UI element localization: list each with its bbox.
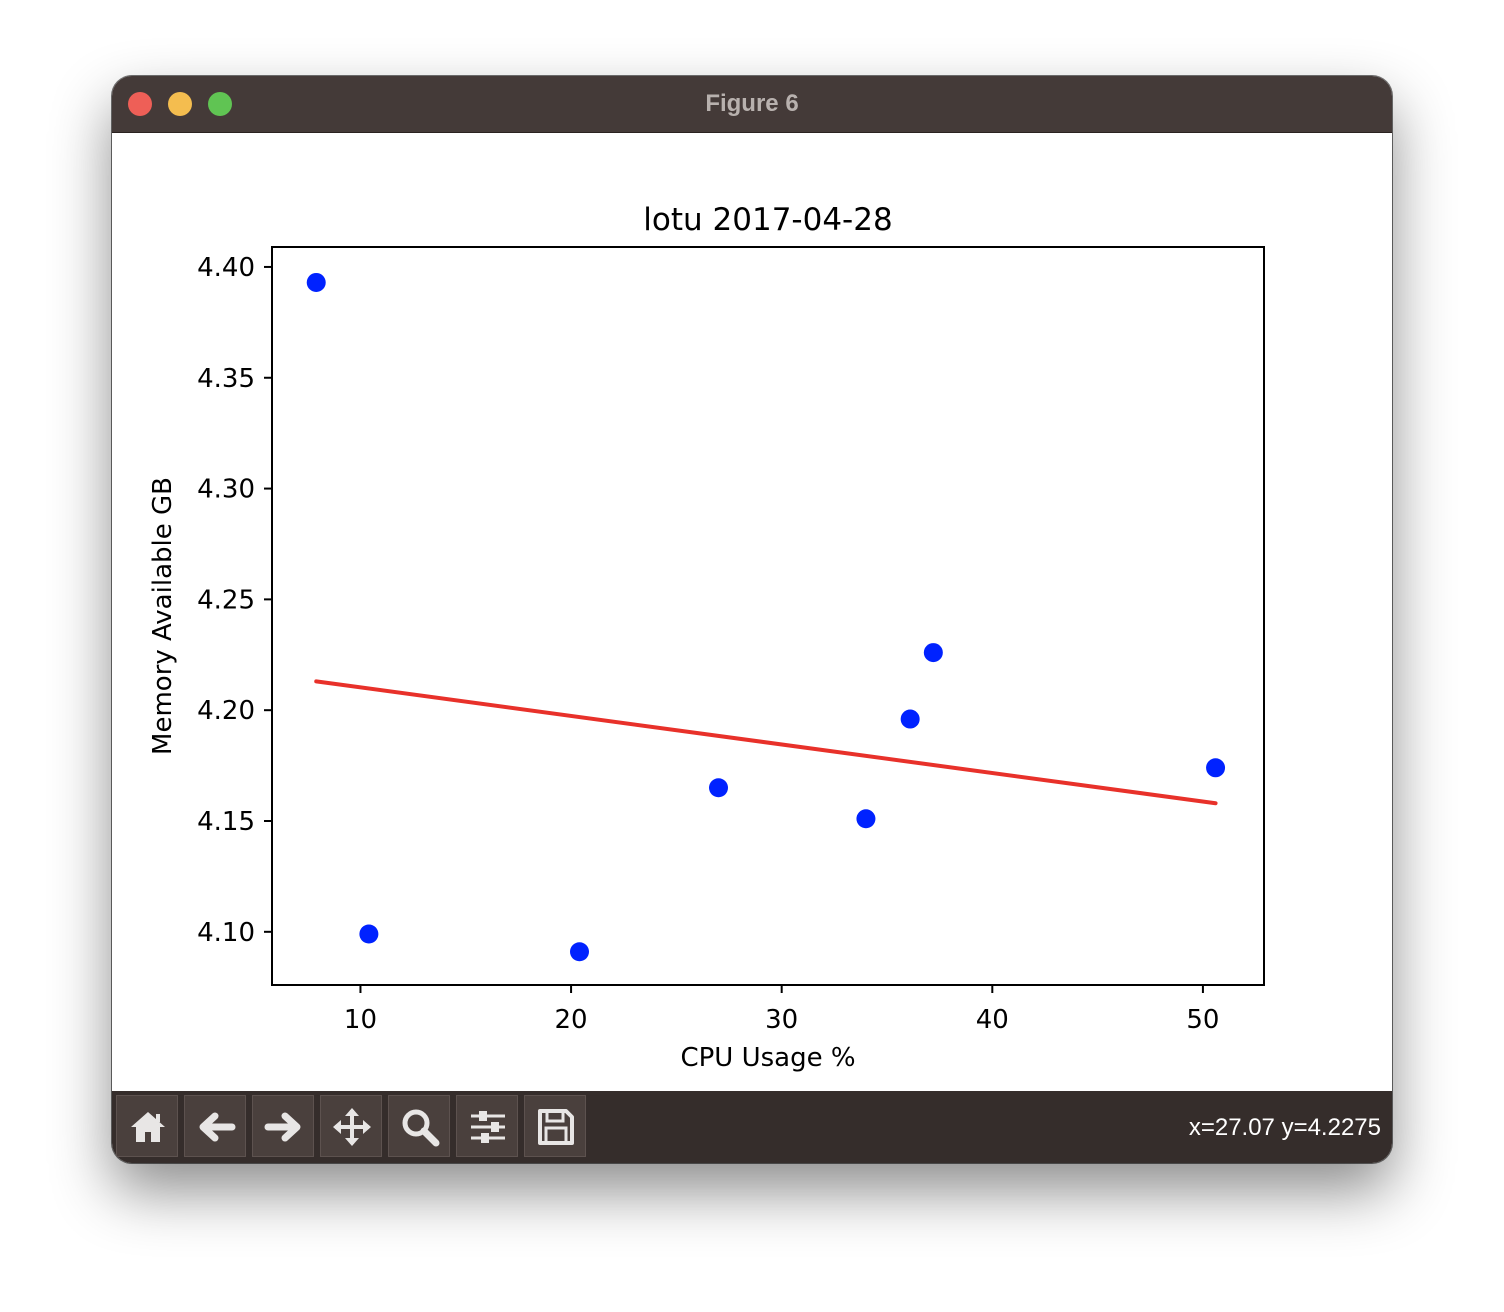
- y-tick-label: 4.25: [197, 585, 255, 615]
- scatter-chart: 10 20 30 40 50 4.10 4.15 4.20 4.25 4.30 4.35 4.40 l…: [148, 202, 1265, 1073]
- x-tick-label: 20: [555, 1005, 588, 1035]
- data-point: [1206, 758, 1226, 778]
- window-title: Figure 6: [705, 90, 799, 117]
- x-tick-label: 10: [344, 1005, 377, 1035]
- data-point: [923, 643, 943, 663]
- x-tick-label: 30: [765, 1005, 798, 1035]
- data-point: [569, 942, 589, 962]
- data-point: [900, 709, 920, 729]
- back-button[interactable]: [184, 1095, 246, 1157]
- y-tick-label: 4.15: [197, 807, 255, 837]
- y-tick-label: 4.30: [197, 475, 255, 505]
- forward-button[interactable]: [252, 1095, 314, 1157]
- regression-line: [314, 679, 1218, 806]
- figure-window: Figure 6 10 20 30 40 50 4.10 4.15 4.20 4.25 4.30 4…: [112, 76, 1392, 1163]
- x-axis-label: CPU Usage %: [680, 1043, 855, 1073]
- cursor-coordinates: x=27.07 y=4.2275: [1188, 1114, 1381, 1141]
- arrow-right-icon: [264, 1112, 301, 1142]
- title-bar[interactable]: Figure 6: [112, 76, 1392, 133]
- close-window-button[interactable]: [128, 92, 152, 116]
- arrow-left-icon: [199, 1112, 236, 1142]
- y-axis-label: Memory Available GB: [148, 477, 178, 755]
- data-point: [856, 809, 876, 829]
- minimize-window-button[interactable]: [168, 92, 192, 116]
- y-tick-label: 4.20: [197, 696, 255, 726]
- save-button[interactable]: [524, 1095, 586, 1157]
- x-tick-label: 40: [976, 1005, 1009, 1035]
- figure-canvas[interactable]: 10 20 30 40 50 4.10 4.15 4.20 4.25 4.30 4.35 4.40 l…: [112, 133, 1392, 1091]
- home-button[interactable]: [116, 1095, 178, 1157]
- home-icon: [131, 1112, 165, 1142]
- y-tick-label: 4.35: [197, 364, 255, 394]
- x-tick-label: 50: [1186, 1005, 1219, 1035]
- magnifier-icon: [402, 1109, 440, 1147]
- move-icon: [333, 1108, 371, 1146]
- zoom-button[interactable]: [388, 1095, 450, 1157]
- sliders-icon: [471, 1111, 505, 1143]
- data-point: [359, 924, 379, 944]
- y-tick-label: 4.40: [197, 253, 255, 283]
- navigation-toolbar: x=27.07 y=4.2275: [112, 1091, 1392, 1163]
- configure-subplots-button[interactable]: [456, 1095, 518, 1157]
- floppy-disk-icon: [538, 1109, 574, 1145]
- data-point: [306, 272, 326, 292]
- plot-area-frame: [271, 246, 1265, 986]
- zoom-window-button[interactable]: [208, 92, 232, 116]
- data-point: [709, 778, 729, 798]
- y-tick-label: 4.10: [197, 918, 255, 948]
- chart-title: lotu 2017-04-28: [643, 202, 892, 238]
- pan-button[interactable]: [320, 1095, 382, 1157]
